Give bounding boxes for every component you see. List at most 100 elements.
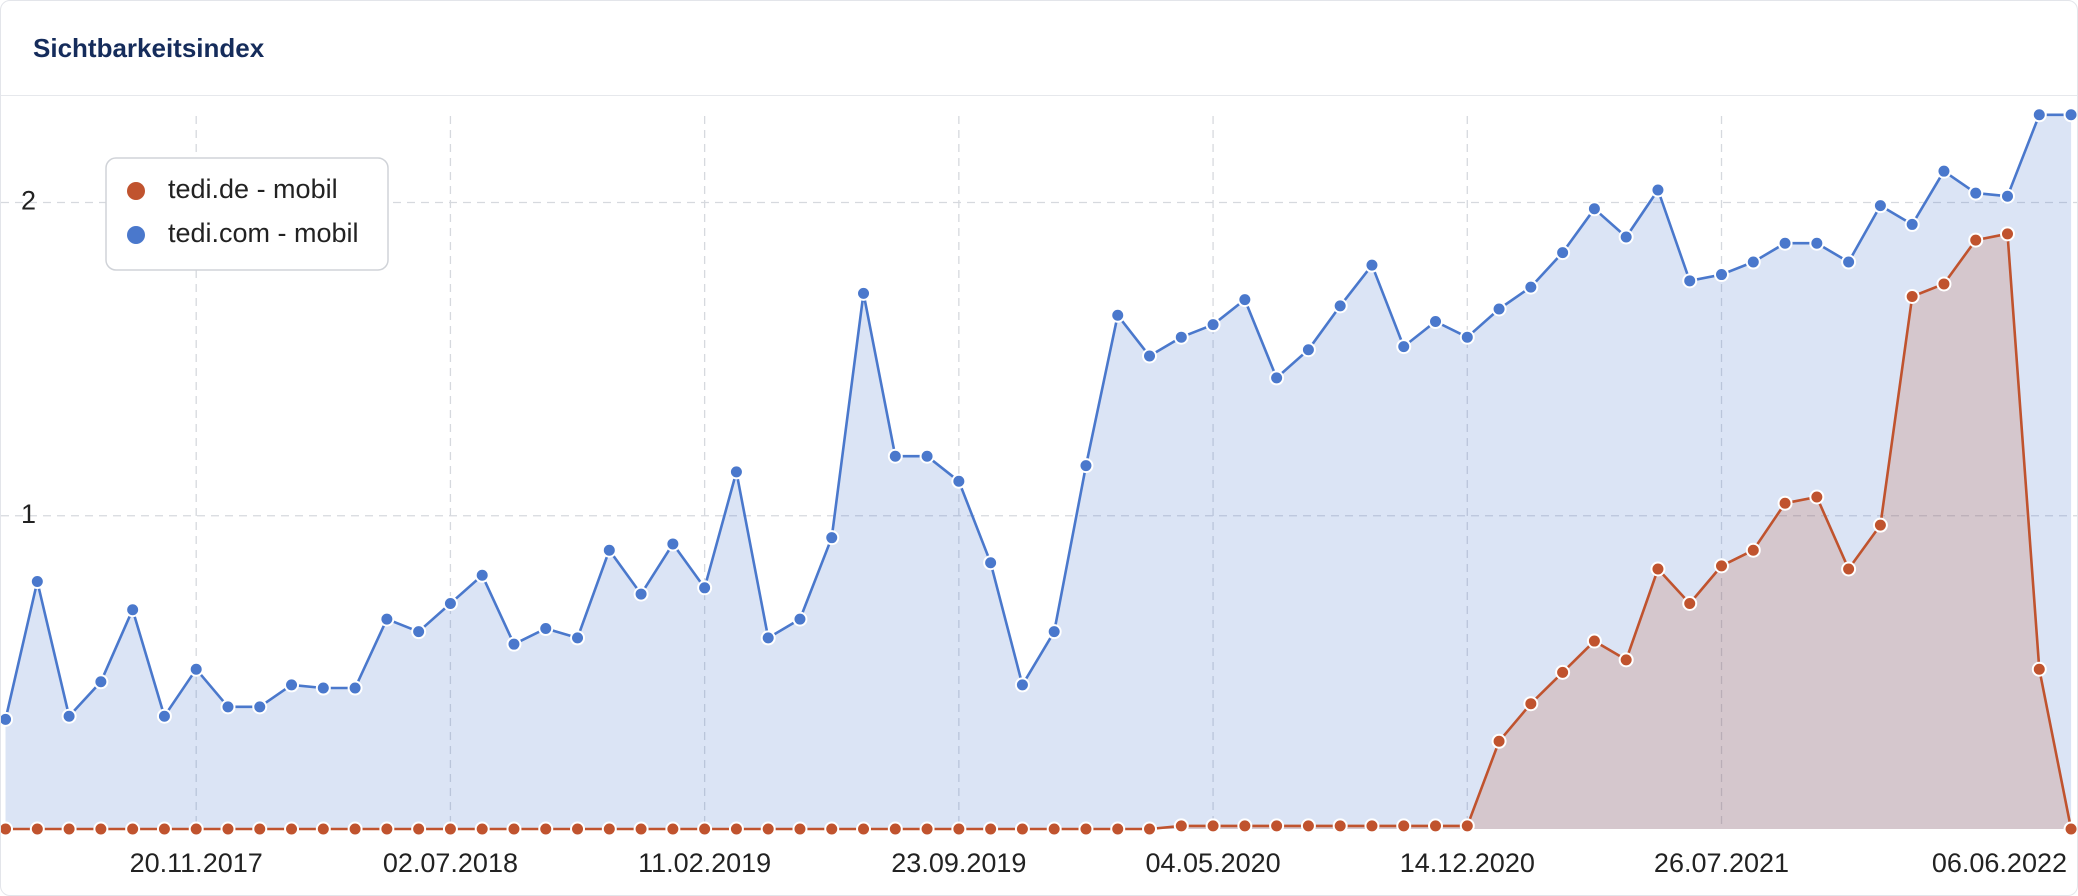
data-point [1078,458,1094,474]
data-point [1428,314,1444,330]
data-point [1618,229,1634,245]
data-point [1142,348,1158,364]
data-point [379,611,395,627]
data-point [2031,661,2047,677]
x-tick-label: 20.11.2017 [130,848,263,878]
data-point [1904,216,1920,232]
x-tick-label: 04.05.2020 [1146,848,1281,878]
data-point [1428,818,1444,834]
legend-marker [127,182,145,200]
data-point [347,821,363,837]
data-point [1682,273,1698,289]
y-tick-label: 1 [21,499,36,529]
data-point [697,580,713,596]
data-point [601,542,617,558]
data-point [1332,818,1348,834]
data-point [1745,542,1761,558]
legend-label: tedi.de - mobil [168,174,338,204]
data-point [570,630,586,646]
data-point [1078,821,1094,837]
data-point [633,586,649,602]
markers [1,107,2077,837]
data-point [220,821,236,837]
data-point [1841,561,1857,577]
chart-title: Sichtbarkeitsindex [33,33,265,63]
data-point [1936,163,1952,179]
data-point [856,821,872,837]
data-point [188,821,204,837]
data-point [1046,624,1062,640]
data-point [1046,821,1062,837]
data-point [538,821,554,837]
data-point [29,821,45,837]
data-point [1142,821,1158,837]
data-point [1491,733,1507,749]
data-point [284,821,300,837]
data-point [252,821,268,837]
data-point [188,661,204,677]
data-point [2063,821,2077,837]
data-point [665,821,681,837]
data-point [1714,558,1730,574]
data-point [125,821,141,837]
data-point [760,821,776,837]
data-point [792,611,808,627]
data-point [1396,339,1412,355]
data-point [919,448,935,464]
data-point [1237,292,1253,308]
data-point [1936,276,1952,292]
data-point [1777,495,1793,511]
data-point [1,711,14,727]
data-point [1205,317,1221,333]
data-point [1173,329,1189,345]
data-point [1396,818,1412,834]
data-point [760,630,776,646]
data-point [1237,818,1253,834]
data-point [633,821,649,837]
data-point [156,821,172,837]
data-point [1173,818,1189,834]
data-point [728,821,744,837]
x-tick-label: 26.07.2021 [1654,848,1789,878]
data-point [1,821,14,837]
data-point [824,821,840,837]
data-point [601,821,617,837]
data-point [1745,254,1761,270]
data-point [1714,267,1730,283]
data-point [1364,818,1380,834]
data-point [347,680,363,696]
data-point [2063,107,2077,123]
data-point [1523,696,1539,712]
data-point [125,602,141,618]
data-point [2031,107,2047,123]
data-point [570,821,586,837]
data-point [1459,329,1475,345]
data-point [2000,226,2016,242]
data-point [1841,254,1857,270]
grid [1,116,2077,829]
data-point [728,464,744,480]
data-point [1014,677,1030,693]
data-point [284,677,300,693]
data-point [1014,821,1030,837]
legend-box [105,157,389,271]
data-point [506,636,522,652]
data-point [887,821,903,837]
legend: tedi.de - mobil tedi.com - mobil [105,157,389,271]
data-point [1872,517,1888,533]
x-tick-label: 23.09.2019 [891,848,1026,878]
data-point [1269,818,1285,834]
legend-marker [127,226,145,244]
x-tick-label: 14.12.2020 [1400,848,1535,878]
data-point [1618,652,1634,668]
data-point [1809,235,1825,251]
data-point [1364,257,1380,273]
data-point [1523,279,1539,295]
data-point [61,708,77,724]
data-point [411,821,427,837]
data-point [824,530,840,546]
data-point [61,821,77,837]
data-point [220,699,236,715]
data-point [315,680,331,696]
